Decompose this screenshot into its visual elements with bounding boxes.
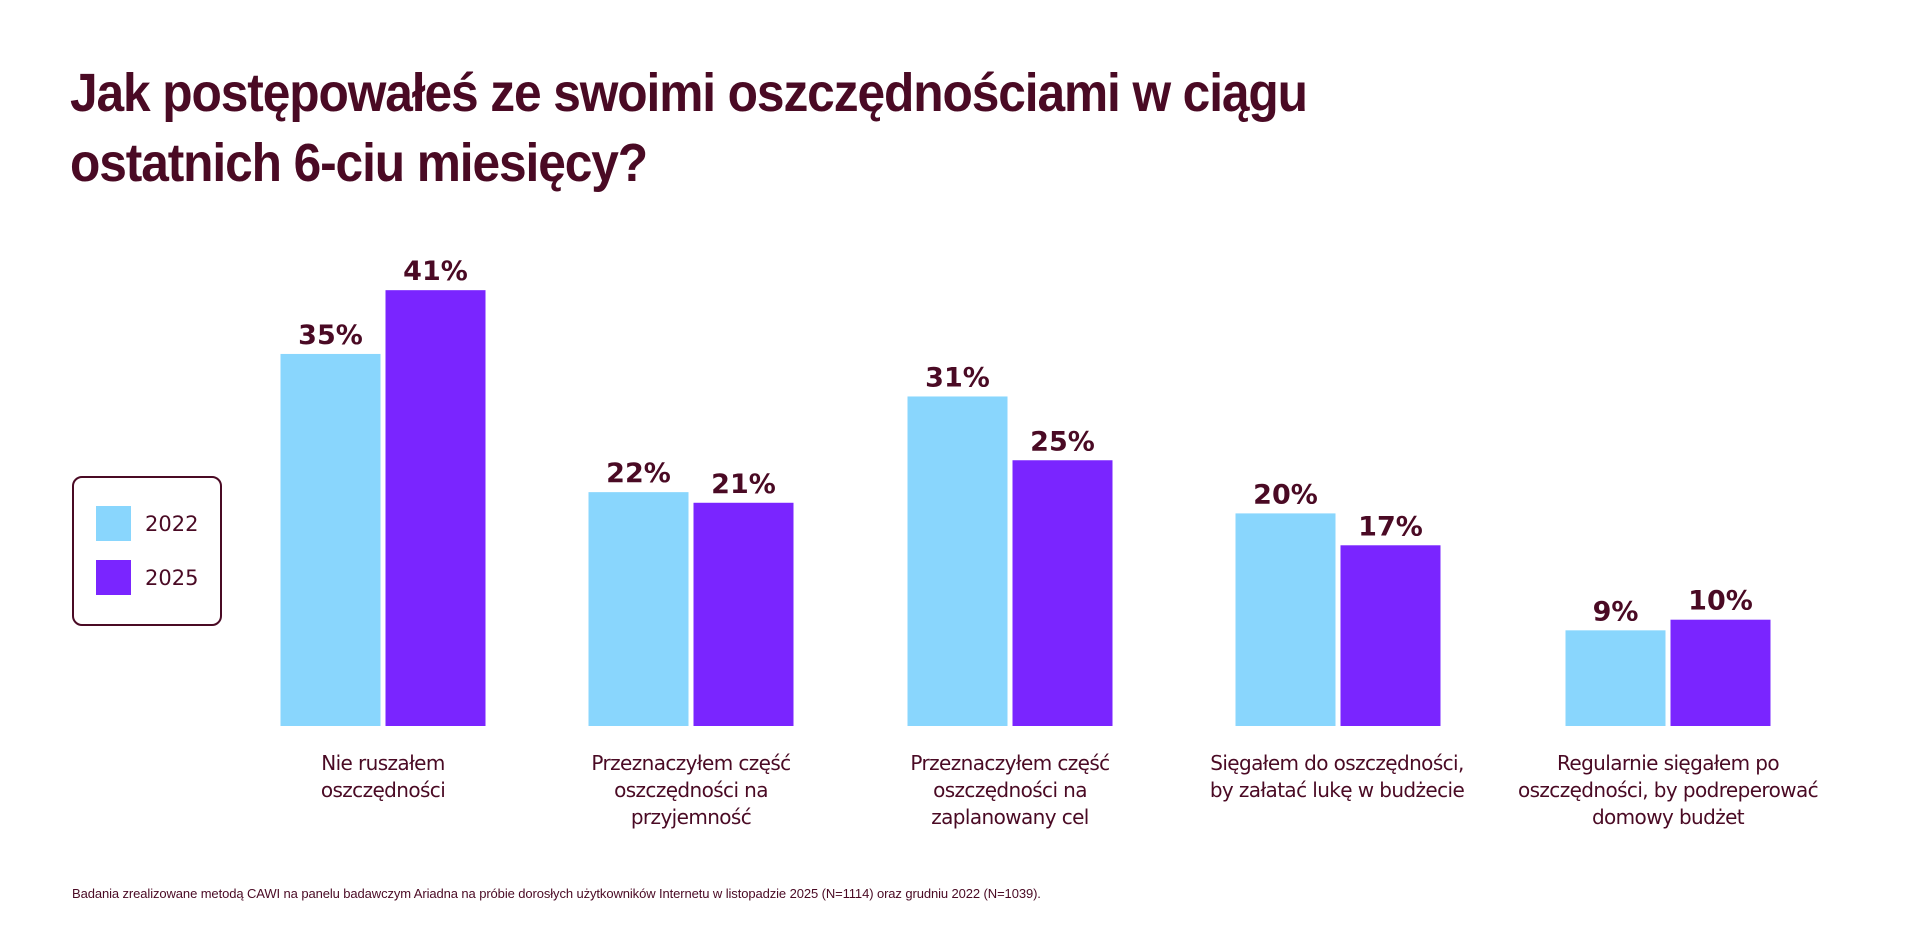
legend-item-2025: 2025 (96, 560, 198, 595)
title-line-1: Jak postępowałeś ze swoimi oszczędnościa… (70, 63, 1308, 123)
bar-2022 (1565, 630, 1666, 726)
data-label: 21% (711, 469, 776, 500)
data-label: 10% (1688, 586, 1753, 617)
data-label: 20% (1253, 479, 1318, 510)
category-label: Przeznaczyłem część oszczędności na przy… (591, 751, 791, 829)
bar-2025 (1670, 619, 1771, 726)
legend-label-2025: 2025 (145, 565, 199, 590)
legend-swatch-2022 (96, 506, 131, 541)
chart-title: Jak postępowałeś ze swoimi oszczędnościa… (70, 58, 1358, 198)
data-label: 41% (403, 256, 468, 287)
legend: 2022 2025 (72, 476, 222, 626)
data-label: 25% (1030, 426, 1095, 457)
bar-2022 (1235, 513, 1336, 726)
data-label: 9% (1593, 596, 1639, 627)
bar-2025 (1340, 545, 1441, 726)
data-label: 35% (298, 320, 363, 351)
data-label: 31% (925, 362, 990, 393)
bar-2022 (907, 396, 1008, 726)
bar-2022 (280, 353, 381, 726)
bar-2025 (1012, 460, 1113, 726)
data-label: 22% (606, 458, 671, 489)
category-label: Nie ruszałem oszczędności (320, 751, 446, 802)
bar-2022 (588, 492, 689, 726)
bar-2025 (693, 502, 794, 726)
category-label: Sięgałem do oszczędności, by załatać luk… (1209, 751, 1465, 802)
category-label: Regularnie sięgałem po oszczędności, by … (1517, 751, 1819, 829)
data-label: 17% (1358, 511, 1423, 542)
title-line-2: ostatnich 6-ciu miesięcy? (70, 133, 648, 193)
legend-item-2022: 2022 (96, 506, 198, 541)
bar-2025 (385, 290, 486, 726)
category-label: Przeznaczyłem część oszczędności na zapl… (910, 751, 1110, 829)
legend-swatch-2025 (96, 560, 131, 595)
legend-label-2022: 2022 (145, 511, 199, 536)
footnote: Badania zrealizowane metodą CAWI na pane… (72, 886, 1041, 901)
